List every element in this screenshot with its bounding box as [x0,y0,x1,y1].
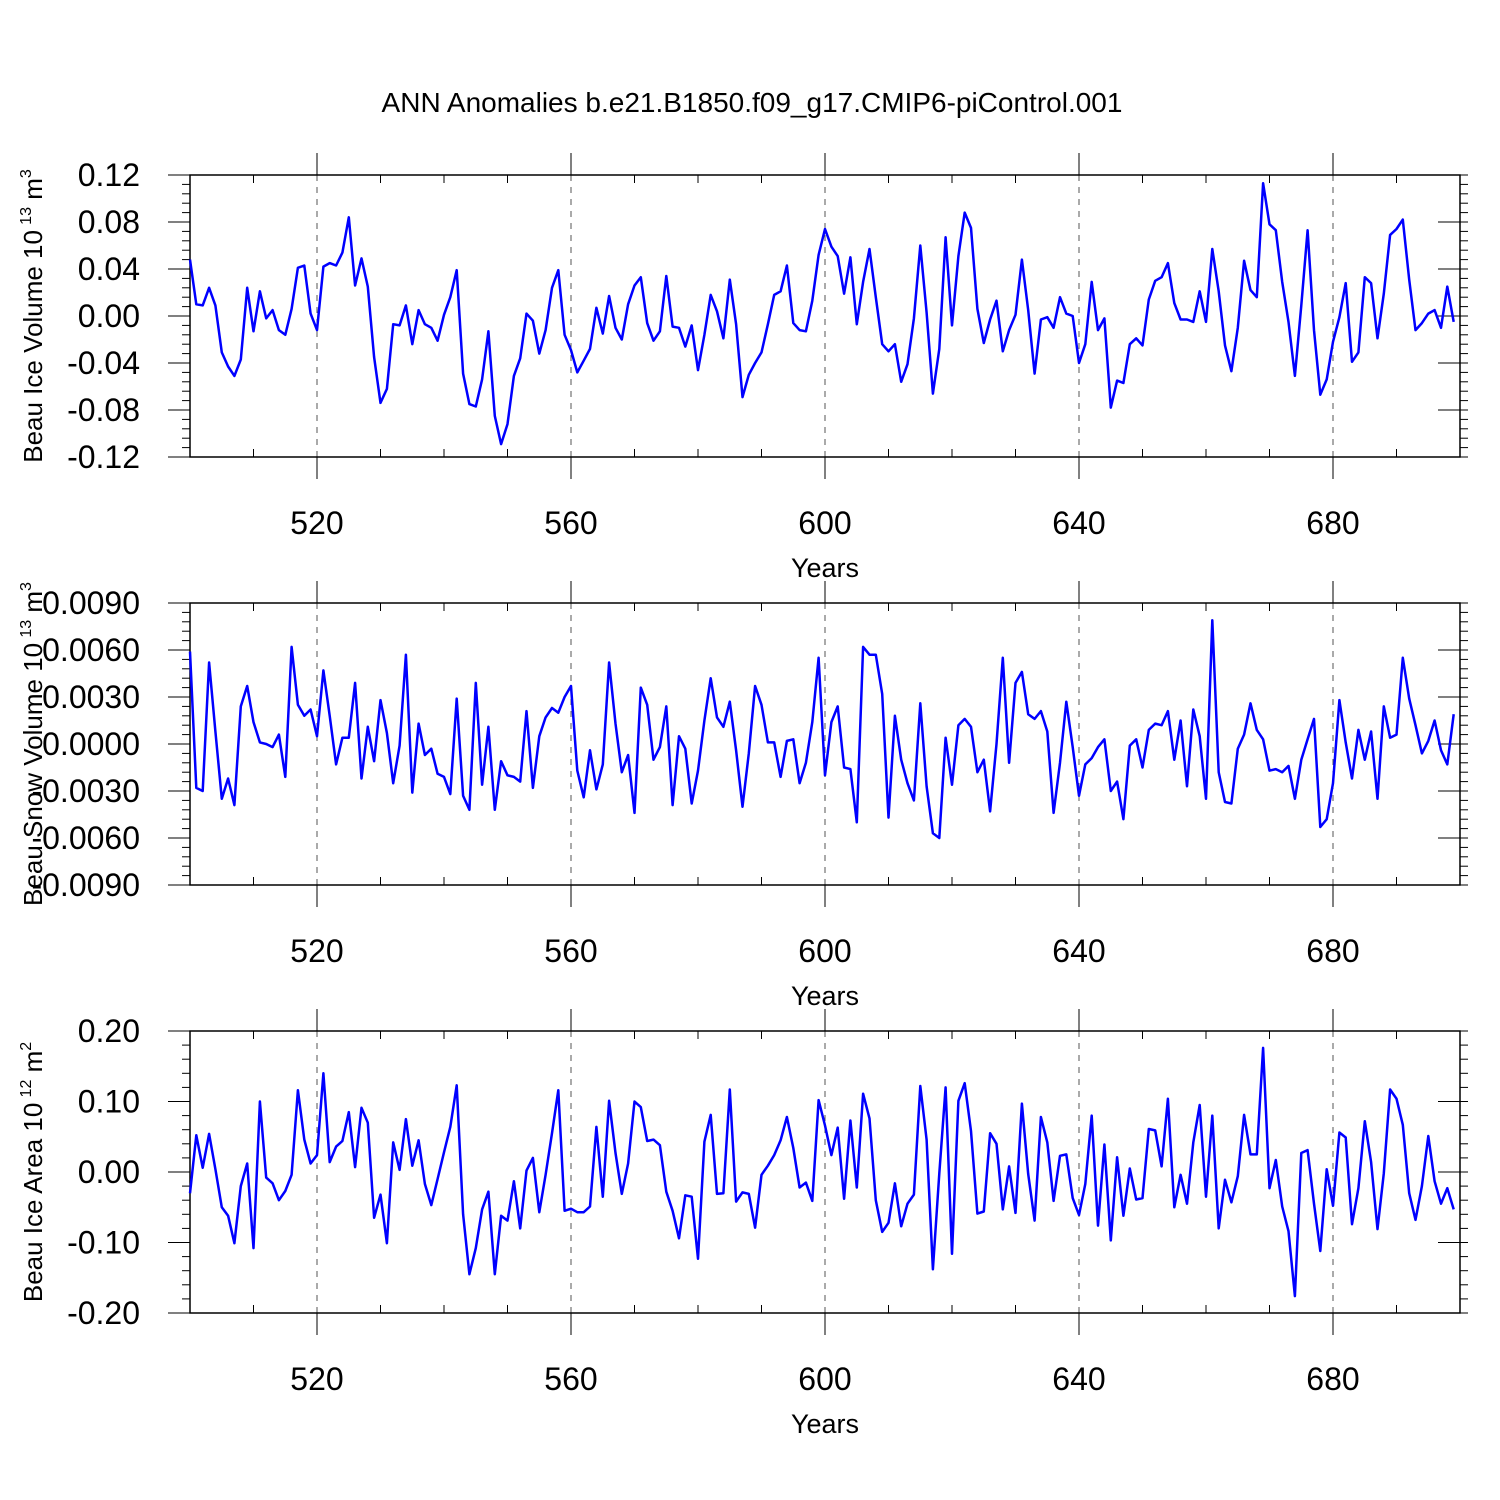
x-tick-label: 520 [290,933,343,969]
plot-frame [189,602,1461,886]
x-tick-label: 520 [290,1361,343,1397]
y-tick-label: -0.0090 [31,867,140,903]
chart-panel-1: 520 560 600 640 680 0.12 0.08 0.04 0.00 -0.04 -0.0… [18,153,1468,583]
x-tick-label: 520 [290,505,343,541]
x-axis-label: Years [791,981,859,1011]
x-tick-label: 600 [798,505,851,541]
series-line [188,618,1455,840]
x-tick-label: 560 [544,1361,597,1397]
y-tick-label: 0.04 [78,251,140,287]
chart-panels: 520 560 600 640 680 0.12 0.08 0.04 0.00 -0.04 -0.0… [18,153,1468,1439]
x-tick-label: 680 [1306,933,1359,969]
y-axis-label: Beau Ice Area 10 12 m2 [18,1042,48,1302]
figure-title: ANN Anomalies b.e21.B1850.f09_g17.CMIP6-… [382,87,1123,118]
y-tick-label: 0.0000 [42,726,140,762]
y-tick-label: 0.08 [78,204,140,240]
x-tick-label: 640 [1052,933,1105,969]
x-tick-label: 680 [1306,505,1359,541]
y-tick-label: -0.04 [67,345,140,381]
x-tick-label: 680 [1306,1361,1359,1397]
y-tick-label: -0.12 [67,439,140,475]
x-tick-label: 640 [1052,505,1105,541]
y-axis-label: Beau Snow Volume 10 13 m3 [18,582,48,906]
series-line [188,1046,1455,1298]
y-tick-label: -0.0060 [31,820,140,856]
y-tick-label: -0.20 [67,1295,140,1331]
y-axis-label: Beau Ice Volume 10 13 m3 [18,169,48,463]
x-axis-label: Years [791,1409,859,1439]
x-tick-label: 600 [798,933,851,969]
y-tick-label: -0.08 [67,392,140,428]
x-axis-label: Years [791,553,859,583]
chart-panel-2: 520 560 600 640 680 0.0090 0.0060 0.0030 0.0000 -… [18,581,1468,1011]
chart-panel-3: 520 560 600 640 680 0.20 0.10 0.00 -0.10 -0.20 Yea… [18,1009,1468,1439]
y-tick-label: 0.0030 [42,679,140,715]
y-tick-label: 0.12 [78,157,140,193]
y-tick-label: 0.00 [78,298,140,334]
y-tick-label: -0.10 [67,1225,140,1261]
y-tick-label: 0.0090 [42,585,140,621]
x-tick-label: 560 [544,505,597,541]
y-tick-label: 0.20 [78,1013,140,1049]
y-tick-label: 0.0060 [42,632,140,668]
x-tick-label: 560 [544,933,597,969]
y-tick-label: 0.00 [78,1154,140,1190]
y-tick-label: 0.10 [78,1084,140,1120]
series-line [188,181,1455,446]
x-tick-label: 640 [1052,1361,1105,1397]
y-tick-label: -0.0030 [31,773,140,809]
x-tick-label: 600 [798,1361,851,1397]
